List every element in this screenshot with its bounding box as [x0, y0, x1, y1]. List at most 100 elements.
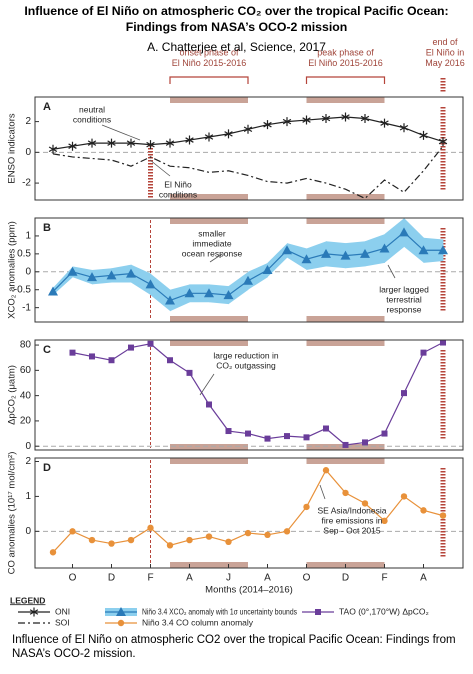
x-axis-label: Months (2014–2016) [205, 585, 293, 596]
circle-marker [420, 507, 427, 514]
panel-label: D [43, 462, 51, 474]
triangle-marker [184, 288, 195, 298]
phase-bracket [305, 76, 386, 84]
phase-bar [170, 458, 248, 464]
square-marker [303, 434, 310, 441]
star-marker [68, 141, 77, 151]
star-marker [263, 120, 272, 130]
phase-bar [170, 316, 248, 322]
phase-bar [306, 194, 385, 200]
square-marker [89, 353, 95, 360]
phase-bar [306, 316, 385, 322]
uncertainty-band [72, 266, 93, 285]
annotation: ocean response [182, 248, 243, 258]
y-tick-label: 20 [20, 416, 32, 427]
legend-label: SOI [55, 617, 70, 627]
panel-frame [34, 339, 464, 451]
x-tick-label: A [420, 573, 427, 584]
annotation: neutral [79, 104, 105, 114]
phase-label: onset phase of [179, 47, 239, 57]
phase-label: end of [432, 37, 458, 47]
circle-marker [69, 528, 76, 535]
panel-label: A [43, 101, 51, 113]
phase-label: May 2016 [425, 58, 465, 68]
annotation: terrestrial [386, 294, 422, 304]
annotation: fire emissions in [322, 515, 383, 525]
circle-marker [283, 528, 291, 535]
triangle-marker [126, 268, 136, 278]
x-tick-label: O [69, 573, 77, 584]
y-tick-label: 1 [25, 231, 31, 242]
star-marker [399, 123, 409, 133]
triangle-marker [223, 290, 234, 300]
circle-marker [439, 512, 447, 519]
annotation: larger lagged [379, 284, 429, 294]
y-tick-label: -1 [22, 302, 31, 313]
star-marker [321, 114, 331, 124]
circle-marker [127, 536, 135, 544]
triangle-marker [243, 275, 253, 285]
square-marker [108, 357, 115, 364]
circle-marker [108, 540, 115, 547]
star-marker [204, 132, 214, 142]
triangle-marker [360, 248, 370, 258]
uncertainty-band [306, 241, 327, 270]
circle-marker [147, 524, 154, 532]
star-marker [438, 137, 448, 147]
star-marker [146, 140, 155, 150]
circle-marker [381, 517, 388, 525]
circle-marker [186, 536, 193, 544]
y-tick-label: 2 [25, 116, 31, 127]
x-tick-label: D [108, 573, 115, 584]
legend-marker [117, 619, 125, 627]
y-axis-label: CO anomalies (10¹⁷ mol/cm²) [7, 452, 18, 575]
phase-label: El Niño 2015-2016 [172, 58, 247, 68]
circle-marker [322, 467, 330, 474]
square-marker [128, 344, 134, 351]
uncertainty-band [131, 264, 151, 296]
annotation: El Niño [164, 179, 192, 189]
phase-bar [170, 97, 248, 103]
annotation: CO₂ outgassing [216, 360, 276, 370]
annotation-arrow [209, 253, 223, 263]
annotation-arrow [149, 159, 171, 177]
phase-bar [306, 97, 385, 103]
y-axis-label: ENSO indicators [7, 113, 18, 183]
phase-bar [170, 340, 248, 346]
title: Influence of El Niño on atmospheric CO₂ … [24, 4, 449, 34]
circle-marker [361, 500, 369, 507]
panel-frame [34, 217, 464, 323]
y-tick-label: 0 [25, 526, 31, 537]
y-tick-label: 2 [25, 456, 31, 467]
uncertainty-band [248, 262, 268, 290]
annotation: Sep - Oct 2015 [323, 525, 380, 535]
phase-bar [170, 562, 248, 568]
annotation-arrow [387, 264, 396, 279]
square-marker [342, 441, 349, 448]
circle-marker [225, 538, 232, 546]
y-axis-label: ΔpCO₂ (μatm) [7, 365, 18, 425]
circle-marker [88, 536, 96, 544]
circle-marker [166, 542, 174, 549]
square-marker [147, 340, 154, 347]
circle-marker [49, 549, 57, 556]
phase-bar [306, 458, 385, 464]
phase-label: El Niño 2015-2016 [308, 58, 383, 68]
legend-marker [116, 607, 126, 616]
square-marker [420, 349, 427, 356]
annotation: SE Asia/Indonesia [318, 505, 387, 515]
phase-bar [306, 340, 385, 346]
triangle-marker [301, 254, 312, 264]
x-tick-label: F [147, 573, 153, 584]
star-marker [243, 124, 253, 134]
triangle-marker [379, 243, 390, 253]
circle-marker [244, 529, 252, 537]
panel-label: B [43, 222, 51, 234]
y-tick-label: 40 [20, 390, 32, 401]
y-axis-label: XCO₂ anomalies (ppm) [7, 221, 18, 319]
legend-marker [315, 609, 321, 615]
y-tick-label: 0 [25, 266, 31, 277]
star-marker [107, 138, 116, 148]
subtitle: A. Chatterjee et al, Science, 2017 [147, 40, 326, 54]
